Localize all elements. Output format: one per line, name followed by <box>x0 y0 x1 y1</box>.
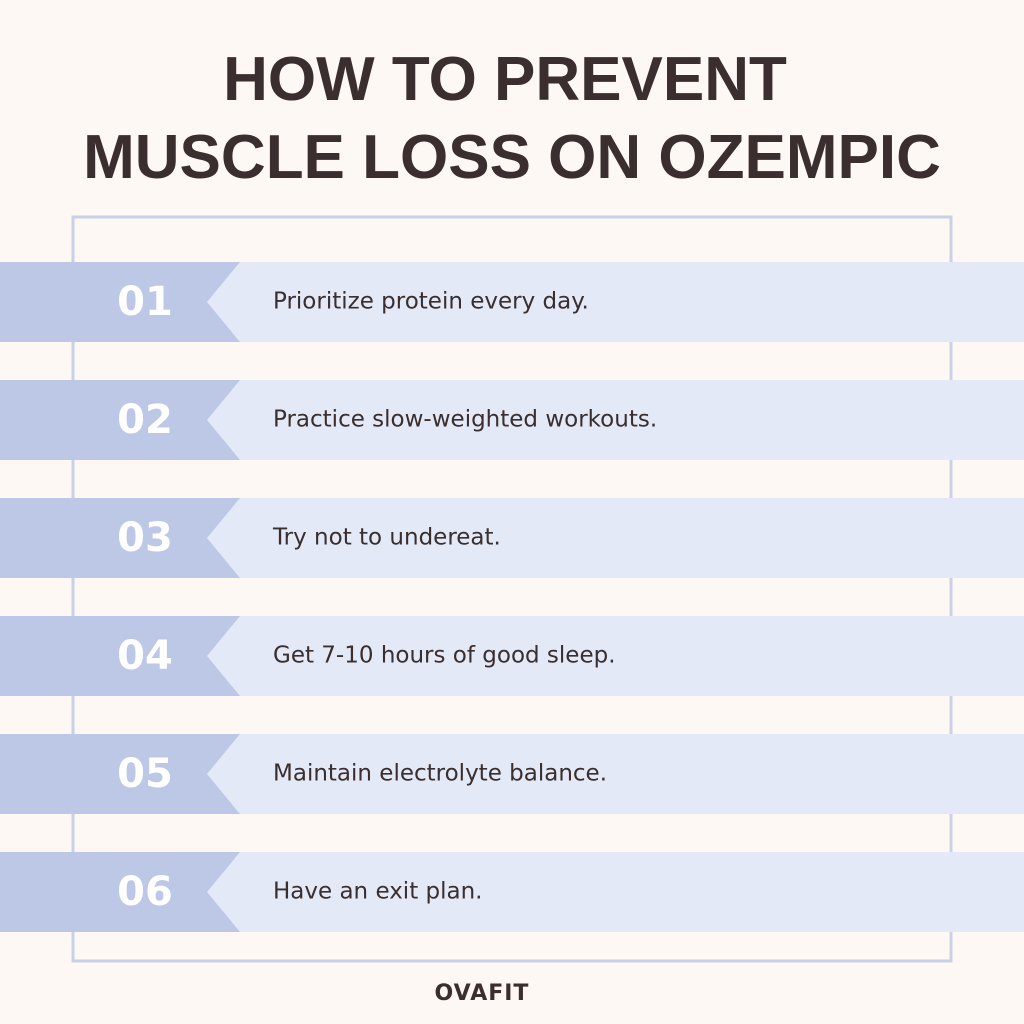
frame <box>71 215 953 963</box>
title-line: HOW TO PREVENT <box>223 45 787 114</box>
item-number: 02 <box>117 397 173 443</box>
item-number: 04 <box>117 633 173 679</box>
item-number: 06 <box>117 869 173 915</box>
number-band <box>0 498 242 578</box>
number-band <box>0 380 242 460</box>
number-band <box>0 734 242 814</box>
text-band <box>207 734 1024 814</box>
item-number: 01 <box>117 279 173 325</box>
brand: OVAFIT <box>435 981 530 1006</box>
text-band <box>207 262 1024 342</box>
number-band <box>0 852 242 932</box>
item-text: Try not to undereat. <box>272 525 501 551</box>
list: 01 Prioritize protein every day. 02 Practic… <box>0 262 1024 932</box>
text-band <box>207 380 1024 460</box>
number-band <box>0 616 242 696</box>
item-text: Get 7-10 hours of good sleep. <box>273 643 616 669</box>
item-text: Practice slow-weighted workouts. <box>273 407 657 433</box>
item-text: Maintain electrolyte balance. <box>273 761 607 787</box>
item-text: Prioritize protein every day. <box>273 289 589 315</box>
item-text: Have an exit plan. <box>273 879 483 905</box>
text-band <box>207 616 1024 696</box>
item-number: 03 <box>117 515 173 561</box>
number-band <box>0 262 242 342</box>
text-band <box>207 852 1024 932</box>
text-band <box>207 498 1024 578</box>
title-line: MUSCLE LOSS ON OZEMPIC <box>83 123 941 192</box>
item-number: 05 <box>117 751 173 797</box>
